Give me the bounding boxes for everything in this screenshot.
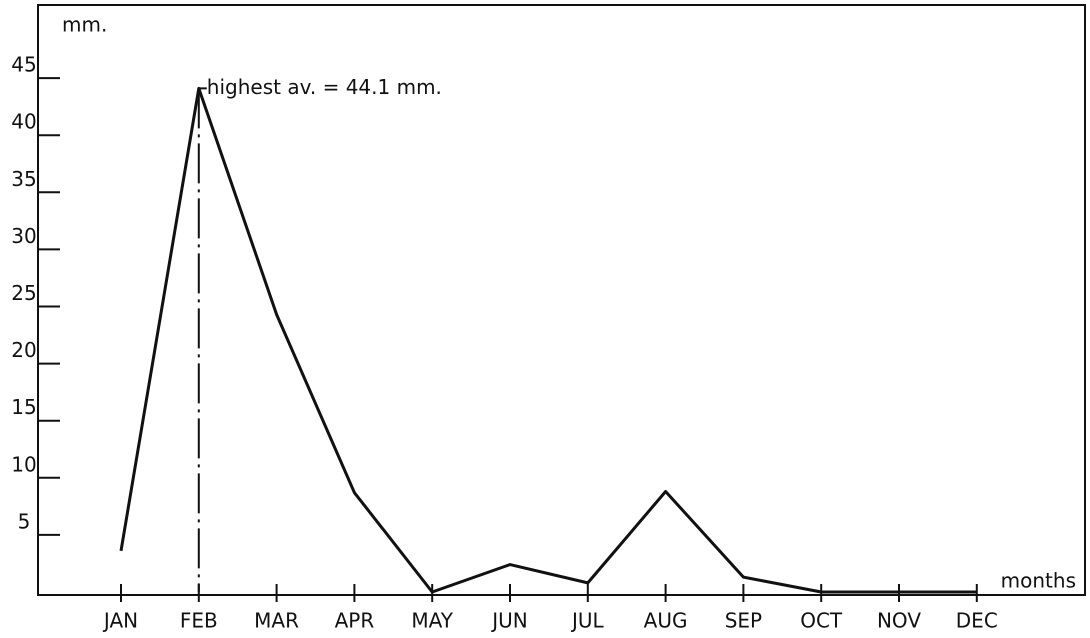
x-tick-label: JUN: [490, 609, 528, 633]
y-tick-label: 15: [11, 395, 36, 419]
x-axis-label: months: [1001, 569, 1076, 593]
annotation: highest av. = 44.1 mm.: [207, 75, 442, 99]
y-axis-label: mm.: [62, 13, 107, 37]
plot-frame: [37, 4, 1086, 596]
y-tick-label: 5: [18, 509, 31, 533]
x-tick-label: SEP: [725, 609, 762, 633]
y-tick-label: 45: [11, 53, 36, 77]
y-tick-label: 35: [11, 167, 36, 191]
x-tick-label: JAN: [102, 609, 138, 633]
x-tick-label: MAR: [254, 609, 299, 633]
data-line: [119, 86, 977, 594]
x-tick-label: NOV: [877, 609, 921, 633]
x-tick-label: FEB: [180, 609, 218, 633]
x-tick-label: APR: [335, 609, 375, 633]
x-tick-label: DEC: [956, 609, 998, 633]
x-tick-label: JUL: [570, 609, 605, 633]
x-tick-label: MAY: [411, 609, 453, 633]
y-tick-label: 25: [11, 281, 36, 305]
y-tick-label: 30: [11, 224, 36, 248]
y-tick-label: 40: [11, 110, 36, 134]
x-tick-label: AUG: [644, 609, 688, 633]
y-tick-label: 20: [11, 338, 36, 362]
y-tick-label: 10: [11, 452, 36, 476]
x-tick-label: OCT: [800, 609, 843, 633]
